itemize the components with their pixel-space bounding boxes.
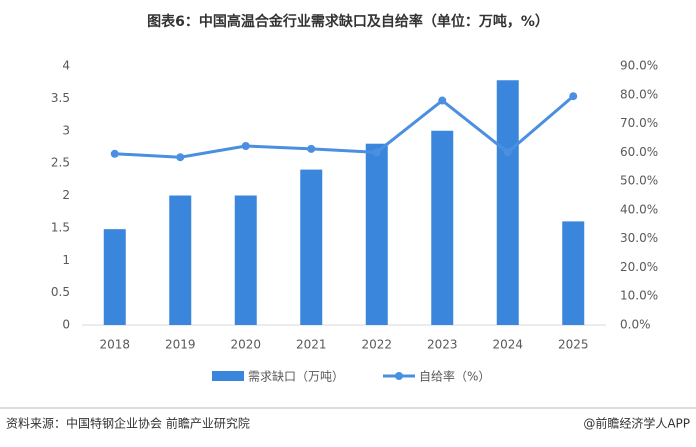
line-marker	[307, 144, 316, 153]
y-tick-label: 4	[62, 59, 70, 73]
x-tick-label: 2023	[427, 338, 458, 352]
y2-tick-label: 10.0%	[620, 289, 658, 303]
x-tick-label: 2018	[99, 338, 130, 352]
y2-tick-label: 90.0%	[620, 59, 658, 73]
x-tick-label: 2019	[165, 338, 196, 352]
x-tick-label: 2024	[492, 338, 523, 352]
y-tick-label: 2.5	[51, 156, 70, 170]
line-marker	[176, 153, 185, 162]
legend-label: 需求缺口（万吨）	[248, 369, 344, 384]
legend-swatch	[212, 371, 244, 381]
source: 资料来源：中国特钢企业协会 前瞻产业研究院	[6, 416, 250, 431]
bar	[300, 169, 323, 325]
x-tick-label: 2025	[558, 338, 589, 352]
legend-label: 自给率（%）	[419, 369, 490, 384]
line-marker	[110, 149, 119, 158]
bar	[496, 80, 519, 326]
y2-tick-label: 50.0%	[620, 174, 658, 188]
chart-title: 图表6：中国高温合金行业需求缺口及自给率（单位：万吨，%）	[147, 13, 549, 30]
line-marker	[241, 142, 250, 151]
bar	[431, 130, 454, 325]
y-tick-label: 1	[62, 253, 70, 267]
x-tick-label: 2022	[361, 338, 392, 352]
line-marker	[569, 92, 578, 101]
y-tick-label: 2	[62, 188, 70, 202]
y2-tick-label: 0.0%	[620, 318, 651, 332]
bar	[365, 143, 388, 325]
x-tick-label: 2020	[230, 338, 261, 352]
x-tick-label: 2021	[296, 338, 327, 352]
line	[114, 95, 575, 159]
legend-swatch	[395, 372, 403, 380]
bar	[234, 195, 257, 325]
y-tick-label: 1.5	[51, 220, 70, 234]
line-marker	[372, 148, 381, 157]
bar	[562, 221, 585, 325]
y2-tick-label: 40.0%	[620, 202, 658, 216]
credit: @前瞻经济学人APP	[583, 416, 690, 431]
y2-tick-label: 80.0%	[620, 87, 658, 101]
y-tick-label: 0.5	[51, 285, 70, 299]
line-marker	[503, 148, 512, 157]
bar	[169, 195, 192, 325]
line-marker	[438, 96, 447, 105]
y2-tick-label: 30.0%	[620, 231, 658, 245]
y2-tick-label: 60.0%	[620, 145, 658, 159]
bar	[103, 229, 126, 325]
y-tick-label: 0	[62, 318, 70, 332]
y2-tick-label: 20.0%	[620, 260, 658, 274]
y-tick-label: 3	[62, 123, 70, 137]
y2-tick-label: 70.0%	[620, 116, 658, 130]
y-tick-label: 3.5	[51, 91, 70, 105]
